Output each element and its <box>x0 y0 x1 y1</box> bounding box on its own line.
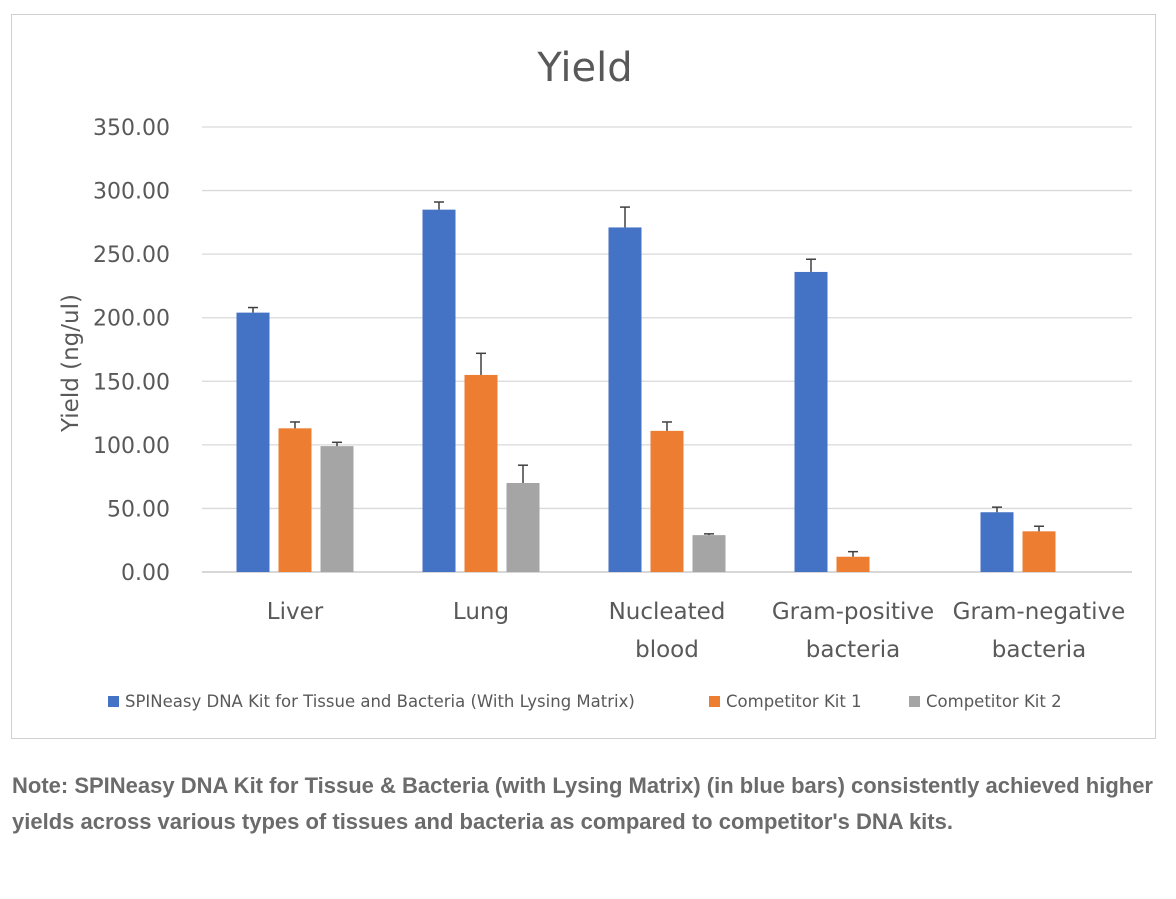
legend: SPINeasy DNA Kit for Tissue and Bacteria… <box>108 692 1062 711</box>
yield-chart: 0.00 50.00 100.00 150.00 200.00 250.00 300.00 3… <box>58 45 1132 711</box>
bar <box>794 271 828 572</box>
bar <box>836 556 870 572</box>
bar <box>278 428 312 572</box>
y-tick-label: 150.00 <box>93 370 170 395</box>
y-tick-label: 100.00 <box>93 434 170 459</box>
legend-swatch <box>709 696 720 707</box>
error-bars <box>248 201 1044 557</box>
y-tick-label: 200.00 <box>93 307 170 332</box>
bar <box>692 535 726 572</box>
legend-label: SPINeasy DNA Kit for Tissue and Bacteria… <box>125 692 635 711</box>
x-tick-label: bacteria <box>992 637 1086 663</box>
chart-caption: Note: SPINeasy DNA Kit for Tissue & Bact… <box>12 773 1153 834</box>
x-tick-label: blood <box>635 637 699 663</box>
legend-label: Competitor Kit 1 <box>726 692 862 711</box>
bar <box>320 446 354 572</box>
x-tick-label: Nucleated <box>609 599 726 625</box>
y-tick-label: 50.00 <box>107 497 170 522</box>
y-axis-label: Yield (ng/ul) <box>58 294 84 433</box>
bar <box>506 483 540 572</box>
bar <box>1022 531 1056 572</box>
y-tick-label: 350.00 <box>93 116 170 141</box>
y-tick-label: 0.00 <box>121 561 170 586</box>
x-tick-label: Liver <box>267 599 324 625</box>
y-tick-label: 300.00 <box>93 180 170 205</box>
bar <box>464 374 498 572</box>
y-axis-ticks: 0.00 50.00 100.00 150.00 200.00 250.00 300.00 3… <box>93 116 170 586</box>
chart-frame: 0.00 50.00 100.00 150.00 200.00 250.00 300.00 3… <box>11 14 1156 739</box>
y-tick-label: 250.00 <box>93 243 170 268</box>
bar <box>422 209 456 572</box>
x-axis-ticks: Liver Lung Nucleated blood Gram-positive bact… <box>267 599 1126 663</box>
x-tick-label: Lung <box>453 599 509 625</box>
bar <box>650 430 684 572</box>
legend-swatch <box>909 696 920 707</box>
bar <box>608 227 642 572</box>
bar <box>236 312 270 572</box>
x-tick-label: bacteria <box>806 637 900 663</box>
x-tick-label: Gram-negative <box>953 599 1126 625</box>
x-tick-label: Gram-positive <box>772 599 934 625</box>
bars <box>236 209 1056 572</box>
legend-swatch <box>108 696 119 707</box>
chart-title: Yield <box>536 45 632 91</box>
legend-label: Competitor Kit 2 <box>926 692 1062 711</box>
bar <box>980 512 1014 572</box>
